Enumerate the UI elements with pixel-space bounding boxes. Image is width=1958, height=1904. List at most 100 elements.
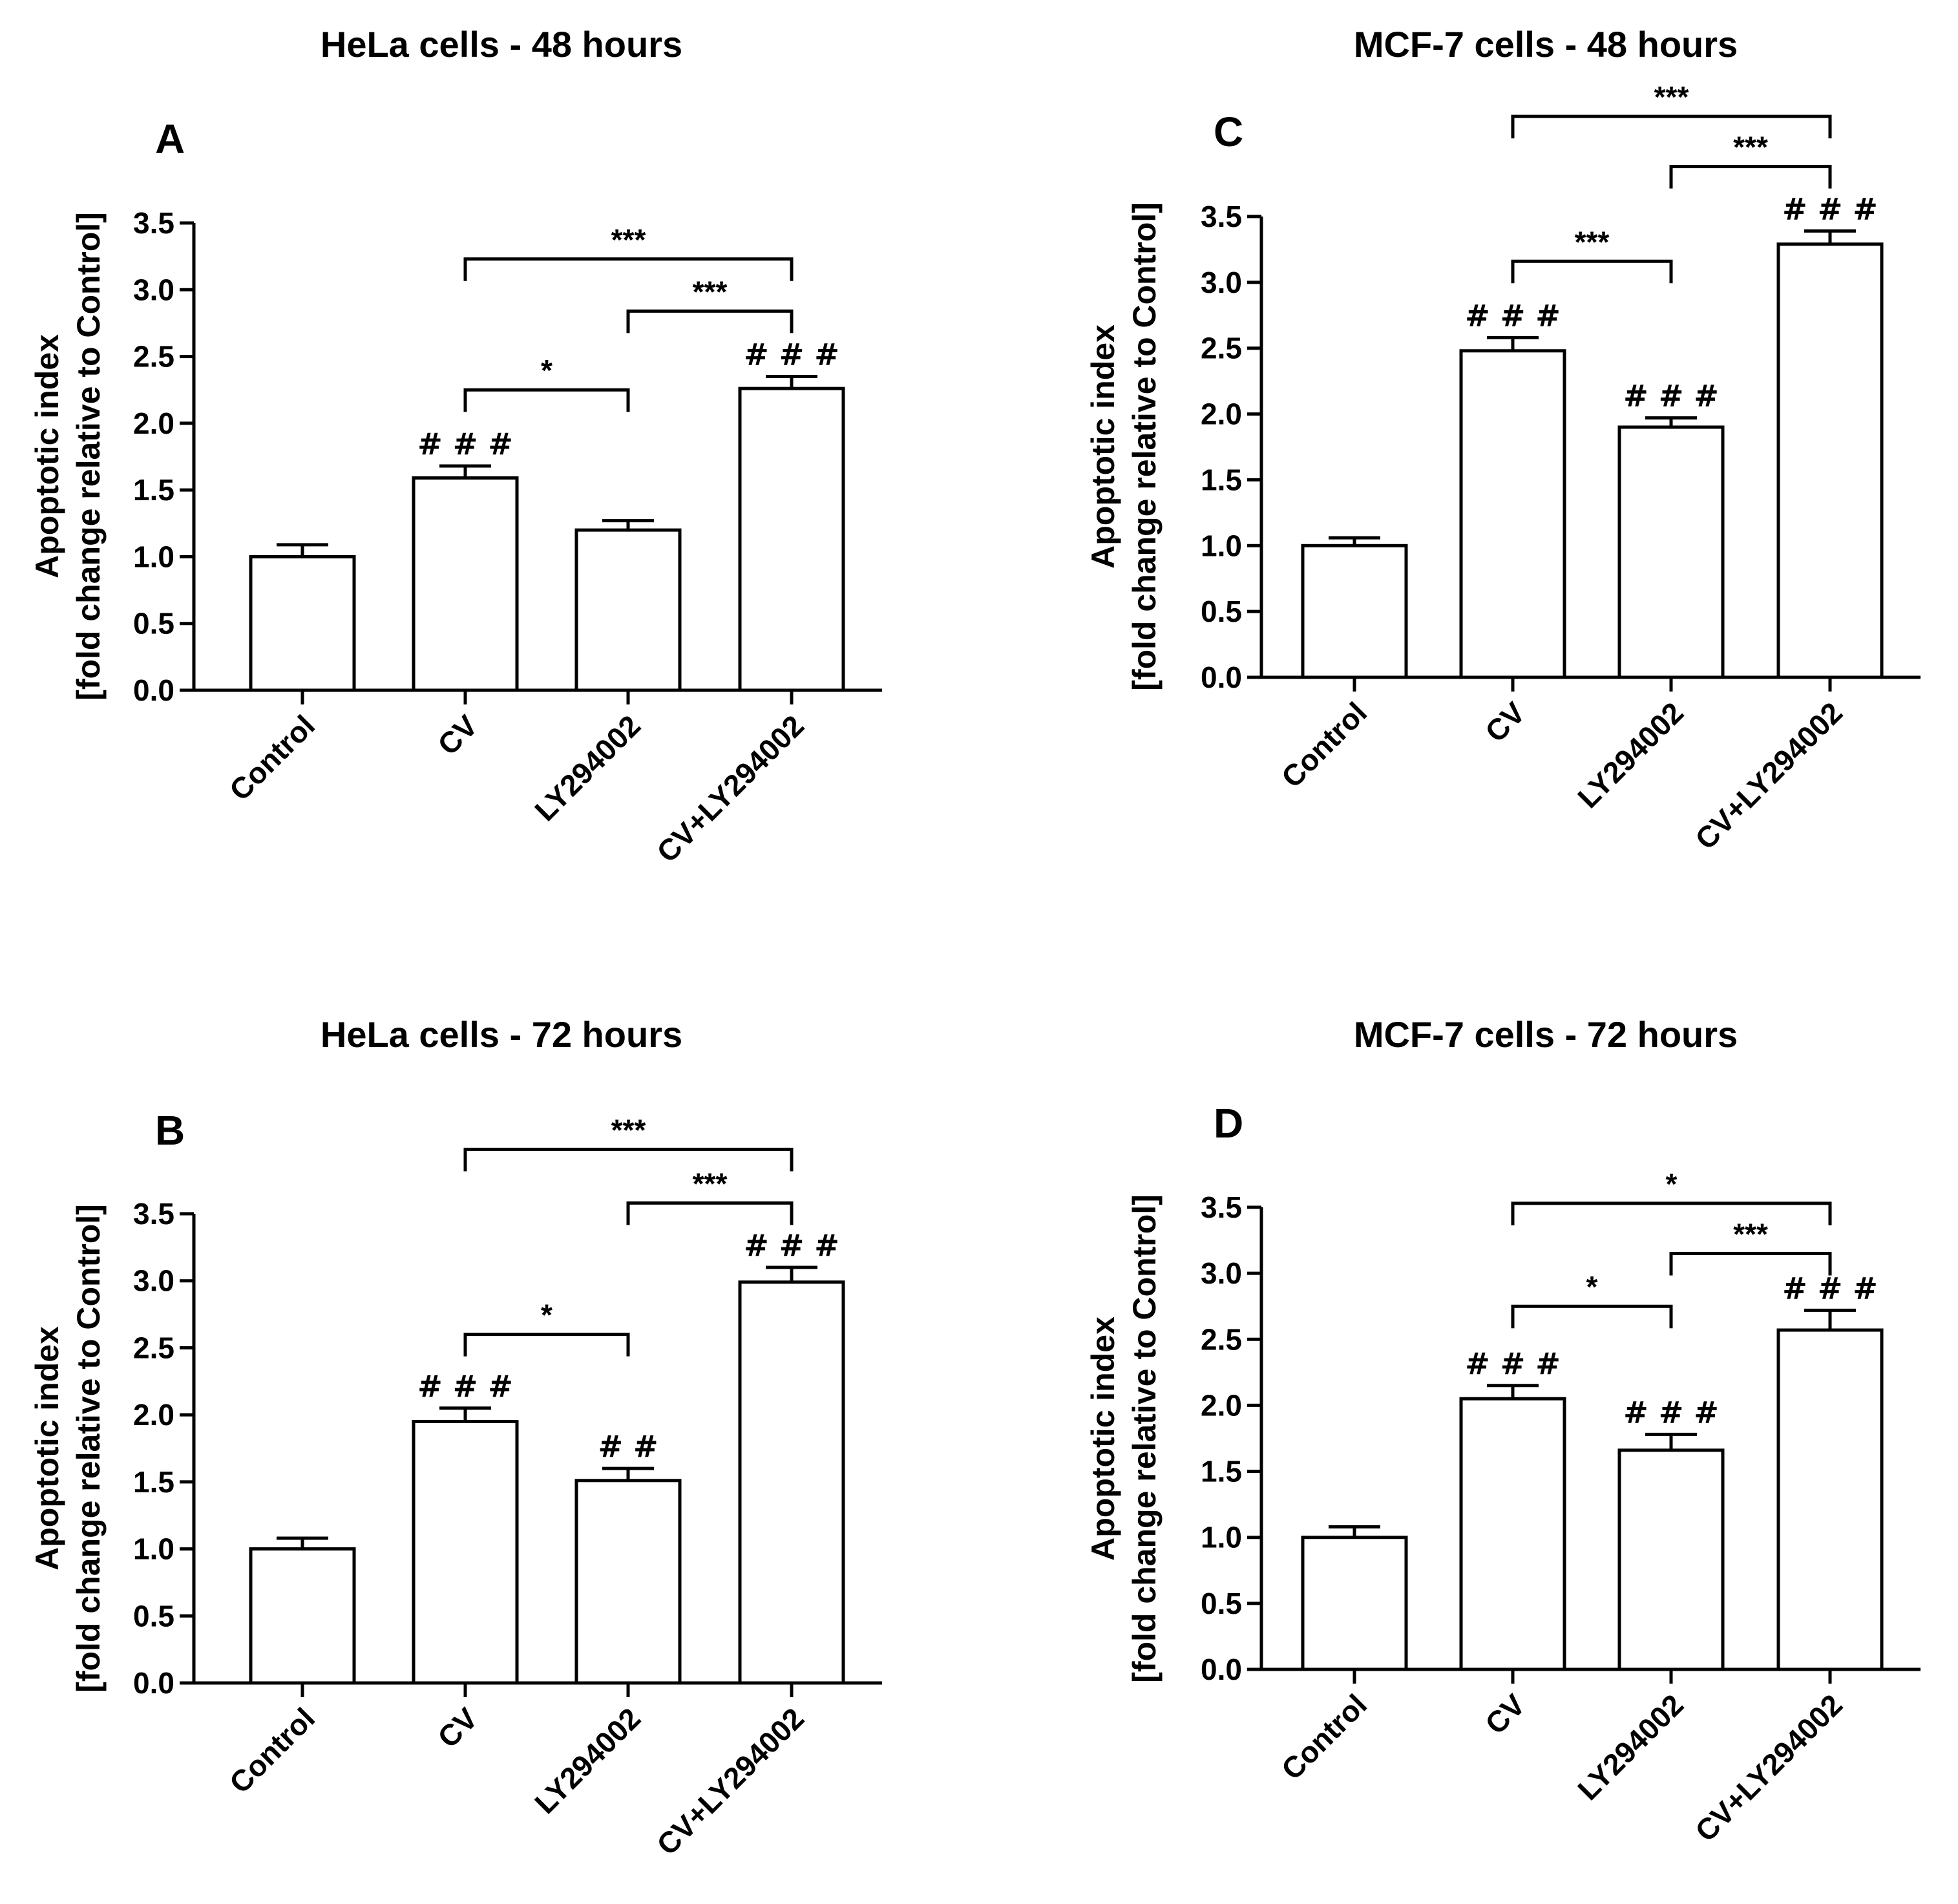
y-tick-label: 3.0: [133, 273, 174, 306]
y-tick-label: 1.5: [133, 473, 174, 507]
comparison-bracket: [463, 388, 630, 412]
y-tick-label: 3.0: [1201, 1256, 1242, 1290]
bar-ly294002: [1617, 425, 1725, 679]
y-axis-label-line1: Apoptotic index: [29, 1326, 65, 1571]
significance-hash: # # #: [1623, 379, 1719, 414]
y-tick-label: 2.0: [133, 407, 174, 440]
significance-hash: # # #: [417, 427, 513, 461]
y-tick-label: 1.0: [1201, 1521, 1242, 1554]
y-axis-label: Apoptotic index [fold change relative to …: [1085, 1194, 1163, 1683]
x-tick-label: Control: [223, 1701, 321, 1799]
bar-cv: [1459, 1397, 1566, 1671]
comparison-significance-label: ***: [611, 223, 646, 257]
x-tick-label: CV+LY294002: [1689, 695, 1849, 856]
x-tick-label: LY294002: [528, 708, 647, 827]
comparison-bracket: [626, 1201, 794, 1225]
bar-control: [1301, 1536, 1408, 1671]
panel-letter: B: [155, 1107, 185, 1154]
y-tick-label: 2.5: [133, 340, 174, 374]
bar-control: [249, 555, 356, 692]
y-tick-label: 2.5: [133, 1331, 174, 1364]
y-tick-label: 2.0: [1201, 1388, 1242, 1422]
comparison-significance-label: *: [1586, 1270, 1598, 1304]
comparison-significance-label: ***: [1575, 225, 1610, 259]
bar-cv: [412, 1420, 519, 1685]
panel-a: HeLa cells - 48 hours A Apoptotic index [fo…: [29, 24, 882, 869]
x-tick-label: CV: [1479, 1687, 1532, 1740]
significance-hash: # # #: [1623, 1395, 1719, 1430]
bar-ly294002: [1617, 1448, 1725, 1671]
bar-cv: [1459, 349, 1566, 679]
comparison-significance-label: ***: [1654, 80, 1689, 114]
x-tick-label: LY294002: [528, 1701, 647, 1820]
y-axis-label-line1: Apoptotic index: [1085, 324, 1121, 569]
significance-hash: # # #: [744, 1228, 839, 1263]
panel-b: HeLa cells - 72 hours B Apoptotic index [fo…: [29, 1014, 882, 1861]
y-tick-label: 2.5: [1201, 332, 1242, 365]
significance-hash: # # #: [1782, 191, 1878, 226]
comparison-significance-label: ***: [693, 275, 728, 308]
panel-d: MCF-7 cells - 72 hours D Apoptotic index [f…: [1085, 1014, 1921, 1848]
y-axis-label-line1: Apoptotic index: [29, 334, 65, 578]
y-tick-label: 3.5: [1201, 1190, 1242, 1224]
y-tick-label: 1.5: [1201, 463, 1242, 496]
comparison-bracket: [1511, 1304, 1673, 1329]
y-tick-label: 1.0: [1201, 529, 1242, 562]
bar-ly294002: [574, 528, 682, 692]
x-tick-label: LY294002: [1571, 695, 1690, 814]
significance-hash: # #: [598, 1429, 658, 1464]
comparison-bracket: [463, 257, 794, 281]
y-tick-label: 2.0: [1201, 397, 1242, 431]
chart-title: MCF-7 cells - 72 hours: [1354, 1014, 1738, 1055]
bar-cv-ly294002: [1776, 242, 1884, 679]
y-tick-label: 2.0: [133, 1398, 174, 1432]
panel-c: MCF-7 cells - 48 hours C Apoptotic index [f…: [1085, 24, 1921, 856]
comparison-significance-label: ***: [693, 1167, 728, 1200]
y-axis-label-line2: [fold change relative to Control]: [1126, 1194, 1163, 1683]
y-tick-label: 1.0: [133, 540, 174, 573]
comparison-significance-label: *: [541, 1298, 553, 1332]
comparison-significance-label: *: [541, 354, 553, 387]
bar-control: [1301, 544, 1408, 679]
y-tick-label: 1.5: [1201, 1455, 1242, 1488]
y-tick-label: 2.5: [1201, 1322, 1242, 1356]
panel-letter: C: [1214, 109, 1243, 155]
comparison-significance-label: ***: [1733, 131, 1768, 164]
significance-hash: # # #: [417, 1369, 513, 1404]
panel-letter: A: [155, 116, 185, 162]
y-axis-label: Apoptotic index [fold change relative to …: [1085, 202, 1163, 691]
chart-title: HeLa cells - 48 hours: [321, 24, 682, 65]
significance-hash: # # #: [1782, 1271, 1878, 1306]
y-tick-label: 3.0: [133, 1264, 174, 1298]
y-tick-label: 0.0: [1201, 1653, 1242, 1686]
bar-cv: [412, 476, 519, 692]
bar-cv-ly294002: [738, 386, 845, 692]
comparison-bracket: [1511, 114, 1832, 139]
x-tick-label: CV: [431, 1701, 484, 1754]
significance-hash: # # #: [1465, 1346, 1561, 1381]
x-tick-label: CV+LY294002: [1689, 1687, 1849, 1848]
comparison-significance-label: *: [1666, 1167, 1678, 1201]
comparison-bracket: [1511, 259, 1673, 284]
x-tick-label: CV+LY294002: [650, 1701, 810, 1861]
chart-title: MCF-7 cells - 48 hours: [1354, 24, 1738, 65]
y-axis-label-line2: [fold change relative to Control]: [70, 212, 107, 701]
y-tick-label: 0.0: [133, 673, 174, 707]
y-tick-label: 1.5: [133, 1465, 174, 1499]
y-tick-label: 3.0: [1201, 266, 1242, 299]
x-tick-label: CV: [431, 708, 484, 761]
comparison-bracket: [1669, 1252, 1832, 1276]
x-tick-label: CV+LY294002: [650, 708, 810, 869]
bar-control: [249, 1547, 356, 1685]
x-tick-label: LY294002: [1571, 1687, 1690, 1806]
comparison-significance-label: ***: [611, 1113, 646, 1147]
y-axis-label-line2: [fold change relative to Control]: [1126, 202, 1163, 691]
bar-ly294002: [574, 1479, 682, 1685]
x-tick-label: Control: [223, 708, 321, 807]
y-tick-label: 1.0: [133, 1532, 174, 1566]
y-axis-label-line1: Apoptotic index: [1085, 1317, 1121, 1561]
x-tick-label: Control: [1275, 695, 1373, 794]
comparison-significance-label: ***: [1733, 1218, 1768, 1251]
y-tick-label: 0.0: [1201, 661, 1242, 694]
chart-title: HeLa cells - 72 hours: [321, 1014, 682, 1055]
